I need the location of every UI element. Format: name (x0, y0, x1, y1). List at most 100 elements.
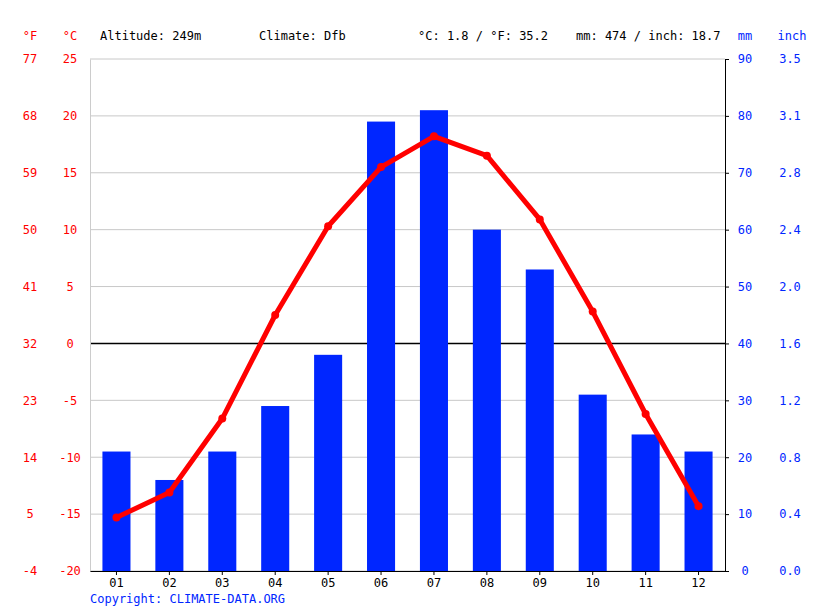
tick: 5 (66, 280, 90, 294)
tick: 10 (725, 507, 752, 521)
grid (90, 59, 725, 571)
y2-axis-mm-line (725, 60, 726, 572)
temperature-marker (165, 488, 173, 496)
temperature-marker (642, 410, 650, 418)
tick-label: 0 (741, 564, 748, 578)
tick-label: 08 (480, 576, 494, 590)
temperature-line (116, 136, 698, 517)
climate: Climate: Dfb (259, 29, 346, 43)
y2-axis-inch-line (725, 60, 726, 572)
tick: 68 (23, 109, 90, 123)
tick-label: 70 (738, 166, 752, 180)
copyright: Copyright: CLIMATE-DATA.ORG (90, 592, 285, 606)
tick-mark (725, 343, 729, 344)
tick-label: 59 (23, 166, 37, 180)
tick-label: 2.8 (779, 166, 801, 180)
grid-line (90, 59, 725, 60)
tick-mark (725, 571, 729, 572)
y2-axis-mm: 0102030405060708090 (725, 52, 752, 578)
tick-mark (169, 571, 170, 575)
y2-axis-inch: 0.00.40.81.21.62.02.42.83.13.5 (725, 52, 801, 578)
tick-label: 68 (23, 109, 37, 123)
tick: 30 (725, 394, 752, 408)
temperature-marker (536, 215, 544, 223)
tick-label: 5 (26, 507, 33, 521)
tick-label: 11 (638, 576, 652, 590)
tick: 3.5 (725, 52, 801, 66)
tick-label: 3.5 (779, 52, 801, 66)
temperature-summary: °C: 1.8 / °F: 35.2 (418, 29, 548, 43)
y-axis-fahrenheit-line (90, 60, 91, 572)
tick-label: 0.8 (779, 451, 801, 465)
tick-label: 15 (63, 166, 77, 180)
tick-label: -4 (23, 564, 37, 578)
tick: 90 (725, 52, 752, 66)
tick: 0.4 (725, 507, 801, 521)
tick-mark (592, 571, 593, 575)
tick-label: 1.2 (779, 394, 801, 408)
tick: 20 (725, 451, 752, 465)
grid-line (90, 514, 725, 515)
bar (155, 480, 183, 571)
tick: 03 (215, 571, 229, 590)
tick: 06 (374, 571, 388, 590)
axis-unit-label: °C (63, 29, 77, 43)
tick-label: 03 (215, 576, 229, 590)
temperature-marker (589, 308, 597, 316)
tick: 0.8 (725, 451, 801, 465)
tick: 1.2 (725, 394, 801, 408)
tick: -5 (63, 394, 90, 408)
tick: -10 (59, 451, 90, 465)
bar (367, 122, 395, 571)
tick-label: 32 (23, 337, 37, 351)
tick: -15 (59, 507, 90, 521)
tick-label: 50 (23, 223, 37, 237)
grid-line (90, 400, 725, 401)
tick: 04 (268, 571, 282, 590)
bar (473, 230, 501, 571)
tick-label: 0 (66, 337, 73, 351)
tick-mark (645, 571, 646, 575)
tick: 02 (162, 571, 176, 590)
zero-line (90, 343, 725, 345)
tick-label: 07 (427, 576, 441, 590)
grid-line (90, 286, 725, 287)
tick-mark (725, 400, 729, 401)
tick: 11 (638, 571, 652, 590)
tick-label: 09 (533, 576, 547, 590)
tick-label: 20 (738, 451, 752, 465)
tick: 50 (23, 223, 90, 237)
tick: 10 (63, 223, 90, 237)
tick: 14 (23, 451, 90, 465)
tick: 2.8 (725, 166, 801, 180)
bar (420, 110, 448, 571)
tick-label: 5 (66, 280, 73, 294)
tick: 70 (725, 166, 752, 180)
tick-label: -20 (59, 564, 81, 578)
y-axis-celsius: -20-15-10-50510152025 (59, 52, 90, 578)
tick-label: 20 (63, 109, 77, 123)
tick-label: 0.4 (779, 507, 801, 521)
tick-label: 23 (23, 394, 37, 408)
tick-mark (486, 571, 487, 575)
tick-mark (328, 571, 329, 575)
bar (685, 452, 713, 571)
temperature-marker (112, 514, 120, 522)
tick-mark (116, 571, 117, 575)
tick-label: 10 (738, 507, 752, 521)
y-axis-celsius-line (90, 60, 91, 572)
temperature-marker (430, 132, 438, 140)
tick: 32 (23, 337, 90, 351)
tick-mark (725, 287, 729, 288)
tick: -4 (23, 564, 90, 578)
chart: -20-15-10-50510152025-451423324150596877… (0, 0, 815, 611)
temperature-marker (377, 163, 385, 171)
tick-mark (725, 173, 729, 174)
tick-mark (725, 116, 729, 117)
altitude: Altitude: 249m (100, 29, 201, 43)
tick-label: 1.6 (779, 337, 801, 351)
tick-label: 05 (321, 576, 335, 590)
grid-line (90, 571, 725, 572)
tick-mark (725, 230, 729, 231)
tick-label: 12 (691, 576, 705, 590)
